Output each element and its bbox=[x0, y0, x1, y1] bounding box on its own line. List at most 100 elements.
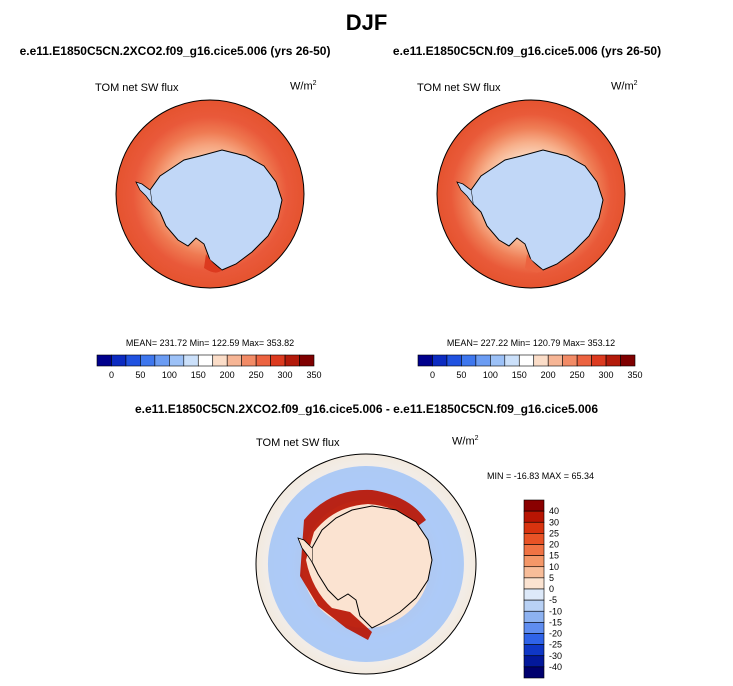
panel-1-colorbar-tick-label: 350 bbox=[306, 370, 321, 380]
panel-1-colorbar-swatch bbox=[270, 354, 286, 367]
diff-colorbar-tick-label: -25 bbox=[549, 640, 562, 650]
panel-2-colorbar-swatch bbox=[490, 354, 506, 367]
panel-1-colorbar-swatch bbox=[140, 354, 156, 367]
diff-colorbar-swatch bbox=[523, 655, 545, 668]
diff-colorbar-tick-label: 5 bbox=[549, 573, 554, 583]
diff-colorbar-tick-label: -40 bbox=[549, 662, 562, 672]
panel-2-stats: MEAN= 227.22 Min= 120.79 Max= 353.12 bbox=[446, 338, 616, 348]
panel-1-colorbar-swatch bbox=[125, 354, 141, 367]
panel-2-colorbar-tick-label: 200 bbox=[541, 370, 556, 380]
panel-1-colorbar-swatch bbox=[197, 354, 214, 367]
diff-colorbar-swatch bbox=[523, 566, 545, 579]
diff-colorbar-tick-label: 15 bbox=[549, 551, 559, 561]
panel-1-colorbar-swatch bbox=[183, 354, 199, 367]
panel-2-variable: TOM net SW flux bbox=[417, 82, 501, 94]
panel-2-colorbar-tick-label: 50 bbox=[456, 370, 466, 380]
diff-colorbar-tick-label: -30 bbox=[549, 651, 562, 661]
panel-2-colorbar-swatch bbox=[518, 354, 535, 367]
diff-title: e.e11.E1850C5CN.2XCO2.f09_g16.cice5.006 … bbox=[135, 402, 598, 416]
diff-colorbar-tick-label: -20 bbox=[549, 629, 562, 639]
panel-2-colorbar-swatch bbox=[547, 354, 563, 367]
panel-1-colorbar-swatch bbox=[284, 354, 300, 367]
panel-2-warm-anomaly bbox=[525, 254, 543, 273]
panel-1-colorbar-tick-label: 0 bbox=[109, 370, 114, 380]
diff-colorbar-swatch bbox=[523, 577, 545, 590]
diff-colorbar-tick-label: 40 bbox=[549, 506, 559, 516]
panel-1-peninsula bbox=[135, 181, 153, 205]
panel-1-colorbar-swatch bbox=[299, 354, 315, 367]
diff-colorbar-tick-label: -15 bbox=[549, 617, 562, 627]
panel-1-variable: TOM net SW flux bbox=[95, 82, 179, 94]
panel-2-colorbar-swatch bbox=[475, 354, 491, 367]
panel-1-colorbar-swatch bbox=[111, 354, 127, 367]
diff-colorbar-swatch bbox=[523, 588, 545, 601]
panel-2-case-title: e.e11.E1850C5CN.f09_g16.cice5.006 (yrs 2… bbox=[392, 44, 662, 58]
diff-colorbar-swatch bbox=[523, 555, 545, 568]
panel-1-colorbar-tick-label: 200 bbox=[220, 370, 235, 380]
panel-2-map bbox=[436, 99, 626, 289]
panel-2-colorbar-swatch bbox=[620, 354, 636, 367]
panel-1-colorbar-swatch bbox=[241, 354, 257, 367]
diff-colorbar-swatch bbox=[523, 533, 545, 545]
panel-1-colorbar-tick-label: 50 bbox=[135, 370, 145, 380]
diff-colorbar-tick-label: -10 bbox=[549, 606, 562, 616]
diff-colorbar-swatch bbox=[523, 633, 545, 645]
panel-2-colorbar-swatch bbox=[504, 354, 520, 367]
panel-2-colorbar-tick-label: 300 bbox=[599, 370, 614, 380]
panel-1-antarctica bbox=[149, 149, 283, 271]
diff-map bbox=[255, 453, 477, 675]
panel-2-colorbar-swatch bbox=[417, 354, 433, 367]
diff-colorbar-swatch bbox=[523, 622, 545, 634]
panel-2-antarctica bbox=[470, 149, 604, 271]
panel-1-colorbar-swatch bbox=[212, 354, 228, 367]
panel-2-colorbar-tick-label: 350 bbox=[627, 370, 642, 380]
panel-1-stats: MEAN= 231.72 Min= 122.59 Max= 353.82 bbox=[125, 338, 295, 348]
panel-1-colorbar-swatch bbox=[226, 354, 242, 367]
diff-colorbar-tick-label: 20 bbox=[549, 540, 559, 550]
diff-colorbar-swatch bbox=[523, 521, 545, 534]
panel-2-units: W/m2 bbox=[611, 80, 638, 93]
diff-colorbar-tick-label: -5 bbox=[549, 595, 557, 605]
panel-1-colorbar-swatch bbox=[154, 354, 170, 367]
panel-1-map bbox=[115, 99, 305, 289]
panel-2-colorbar-swatch bbox=[562, 354, 578, 367]
panel-2-colorbar-swatch bbox=[591, 354, 607, 367]
panel-1-case-title: e.e11.E1850C5CN.2XCO2.f09_g16.cice5.006 … bbox=[19, 44, 331, 58]
figure-title: DJF bbox=[345, 10, 388, 35]
diff-colorbar-tick-label: 0 bbox=[549, 584, 554, 594]
panel-1-colorbar-swatch bbox=[96, 354, 112, 367]
panel-1-colorbar-tick-label: 150 bbox=[191, 370, 206, 380]
diff-colorbar-tick-label: 25 bbox=[549, 528, 559, 538]
panel-2-colorbar-tick-label: 250 bbox=[570, 370, 585, 380]
panel-1-colorbar-tick-label: 300 bbox=[278, 370, 293, 380]
diff-antarctica bbox=[311, 505, 433, 629]
panel-2-colorbar-swatch bbox=[432, 354, 448, 367]
panel-2-colorbar-swatch bbox=[533, 354, 549, 367]
panel-2-colorbar-swatch bbox=[605, 354, 621, 367]
diff-colorbar-swatch bbox=[523, 644, 545, 657]
diff-peninsula bbox=[297, 537, 313, 563]
panel-1-colorbar: 0 50 100 150 200 250 300 350 bbox=[96, 354, 322, 380]
diff-stats: MIN = -16.83 MAX = 65.34 bbox=[487, 471, 595, 481]
panel-1-colorbar-tick-label: 250 bbox=[249, 370, 264, 380]
diff-colorbar-tick-label: 30 bbox=[549, 517, 559, 527]
diff-colorbar-swatch bbox=[523, 510, 545, 523]
diff-colorbar-swatch bbox=[523, 499, 545, 512]
diff-colorbar-swatch bbox=[523, 599, 545, 612]
diff-colorbar-swatch bbox=[523, 666, 545, 679]
panel-2-colorbar-tick-label: 0 bbox=[430, 370, 435, 380]
panel-2-colorbar-swatch bbox=[461, 354, 477, 367]
panel-2-colorbar-tick-label: 100 bbox=[483, 370, 498, 380]
panel-2-colorbar-swatch bbox=[446, 354, 462, 367]
panel-1-units: W/m2 bbox=[290, 80, 317, 93]
diff-colorbar-swatch bbox=[523, 610, 545, 623]
panel-1-colorbar-swatch bbox=[255, 354, 271, 367]
panel-2-colorbar: 0 50 100 150 200 250 300 350 bbox=[417, 354, 643, 380]
panel-1-colorbar-tick-label: 100 bbox=[162, 370, 177, 380]
panel-1-warm-anomaly bbox=[204, 254, 222, 273]
diff-colorbar-swatch bbox=[523, 544, 545, 556]
diff-variable: TOM net SW flux bbox=[256, 437, 340, 449]
panel-2-colorbar-swatch bbox=[576, 354, 592, 367]
diff-colorbar-tick-label: 10 bbox=[549, 562, 559, 572]
